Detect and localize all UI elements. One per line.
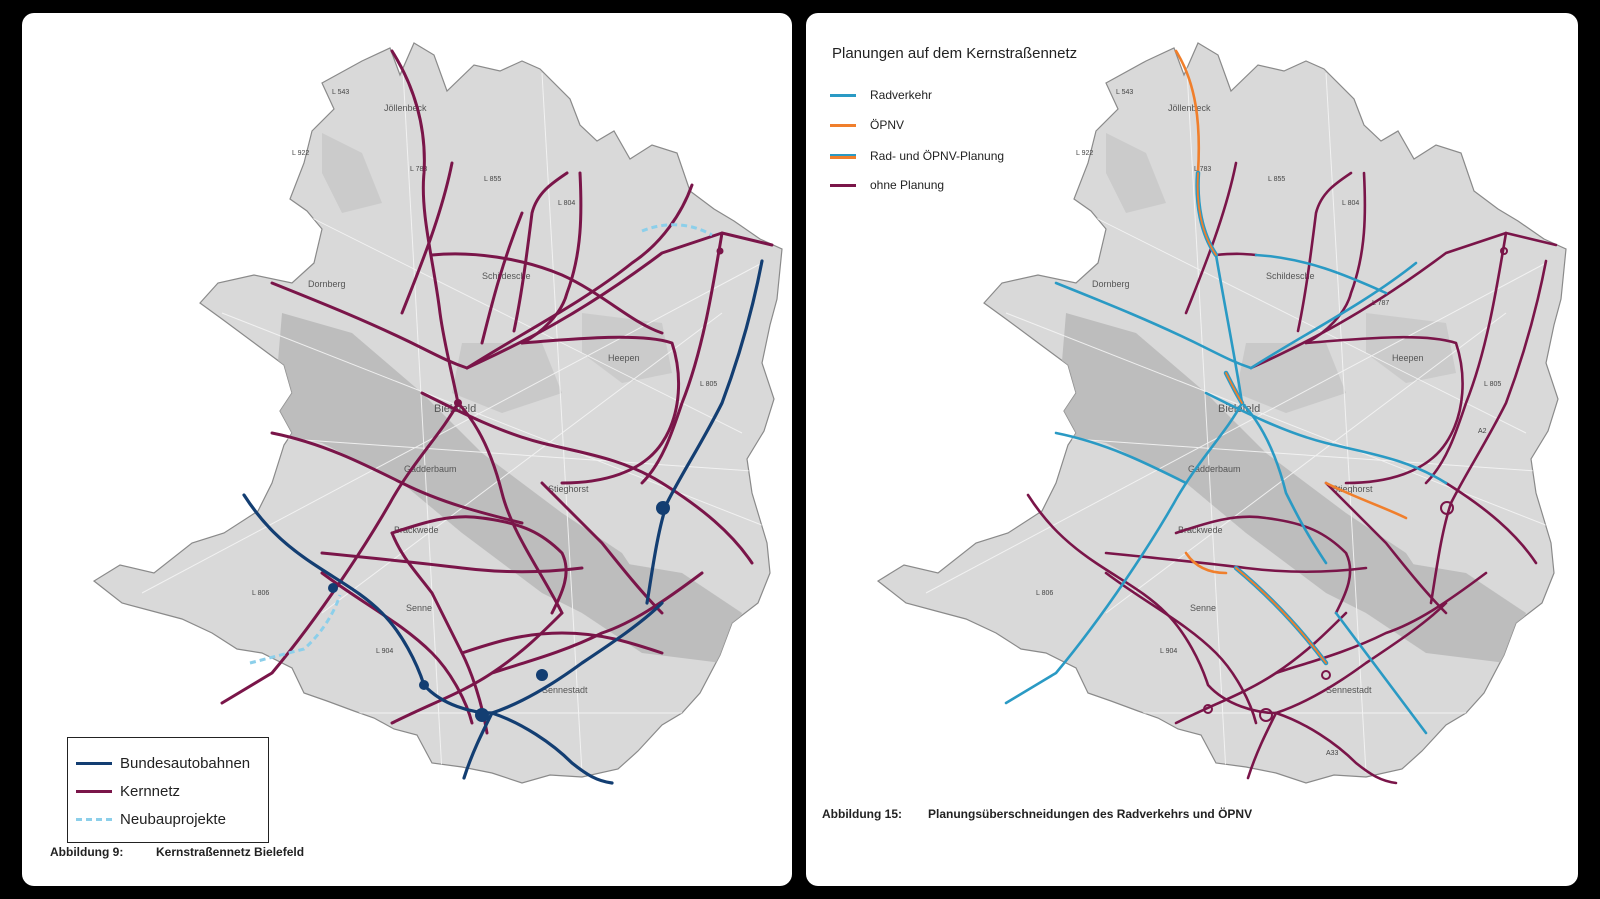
- caption-number: Abbildung 9:: [50, 845, 124, 859]
- caption-text: Kernstraßennetz Bielefeld: [156, 845, 305, 859]
- road-label: L 922: [292, 150, 309, 157]
- oepnv-planning: [1174, 49, 1408, 575]
- autobahn-junctions: [328, 501, 670, 722]
- legend-item-ohne-planung: ohne Planung: [830, 177, 944, 193]
- legend-item-kernnetz: Kernnetz: [76, 780, 180, 802]
- road-label: A33: [1326, 750, 1339, 757]
- rad-oepnv-planning: [1195, 170, 1329, 666]
- legend-item-radverkehr: Radverkehr: [830, 87, 932, 103]
- legend-label: ÖPNV: [870, 118, 905, 132]
- caption-number: Abbildung 15:: [822, 807, 902, 821]
- legend-label: Bundesautobahnen: [120, 754, 251, 772]
- city-boundary: [92, 42, 783, 784]
- road-label: L 805: [700, 381, 717, 388]
- road-label: L 805: [1484, 381, 1501, 388]
- city-boundary: [876, 42, 1567, 784]
- place-label: Brackwede: [1178, 525, 1223, 535]
- kernnetz-ohne-planung: [1026, 161, 1558, 785]
- legend-label: Neubauprojekte: [120, 810, 226, 828]
- road-label: L 922: [1076, 150, 1093, 157]
- legend-label: Kernnetz: [120, 782, 181, 800]
- road-label: L 855: [484, 176, 501, 183]
- place-label: Jöllenbeck: [1168, 103, 1211, 113]
- place-label: Gadderbaum: [1188, 464, 1241, 474]
- map-kernstrassennetz: Jöllenbeck Dornberg Schildesche Heepen B…: [92, 42, 783, 785]
- place-label: Stieghorst: [1332, 484, 1373, 494]
- legend-item-autobahn: Bundesautobahnen: [76, 752, 250, 774]
- road-label: A2: [1478, 428, 1487, 435]
- legend-swatch: [76, 761, 112, 765]
- neubau-projects: [249, 223, 713, 665]
- place-label: Brackwede: [394, 525, 439, 535]
- place-label: Dornberg: [308, 279, 346, 289]
- place-label: Sennestadt: [1326, 685, 1372, 695]
- road-label: L 783: [410, 166, 427, 173]
- place-label: Schildesche: [482, 271, 531, 281]
- place-label: Jöllenbeck: [384, 103, 427, 113]
- figure-panel-right: Jöllenbeck Dornberg Schildesche Heepen B…: [806, 13, 1578, 886]
- place-label: Gadderbaum: [404, 464, 457, 474]
- interchange-markers: [1203, 247, 1508, 722]
- legend-swatch: [830, 153, 856, 159]
- autobahn-roads: [242, 259, 764, 785]
- place-label: Schildesche: [1266, 271, 1315, 281]
- map-legend: Bundesautobahnen Kernnetz Neubauprojekte: [67, 737, 269, 843]
- legend-label: Radverkehr: [870, 88, 933, 102]
- road-label: L 543: [332, 89, 349, 96]
- kernnetz-junctions: [454, 247, 724, 407]
- road-labels: L 543 L 783 L 855 L 804 L 806 L 904 L 80…: [252, 89, 717, 655]
- radverkehr-planning: [1004, 253, 1448, 735]
- legend-label: Rad- und ÖPNV-Planung: [870, 149, 1005, 163]
- figure-caption: Abbildung 15: Planungsüberschneidungen de…: [822, 807, 1252, 821]
- legend-swatch: [830, 123, 856, 127]
- road-label: L 543: [1116, 89, 1133, 96]
- road-label: L 904: [376, 648, 393, 655]
- legend-item-rad-oepnv: Rad- und ÖPNV-Planung: [830, 148, 1004, 164]
- road-label: L 806: [1036, 590, 1053, 597]
- place-label: Sennestadt: [542, 685, 588, 695]
- legend-swatch: [76, 817, 112, 821]
- legend-swatch: [830, 93, 856, 97]
- legend-item-oepnv: ÖPNV: [830, 117, 904, 133]
- road-labels: L 543 L 783 L 855 L 804 L 806 L 904 L 80…: [1036, 89, 1501, 757]
- road-label: L 806: [252, 590, 269, 597]
- road-label: L 787: [1372, 300, 1389, 307]
- figure-panel-left: Jöllenbeck Dornberg Schildesche Heepen B…: [22, 13, 792, 886]
- place-label: Senne: [406, 603, 432, 613]
- legend-swatch: [76, 789, 112, 793]
- legend-label: ohne Planung: [870, 178, 945, 192]
- caption-text: Planungsüberschneidungen des Radverkehrs…: [928, 807, 1253, 821]
- place-label: Senne: [1190, 603, 1216, 613]
- map-planungsueberschneidungen: Jöllenbeck Dornberg Schildesche Heepen B…: [876, 42, 1567, 785]
- road-label: L 904: [1160, 648, 1177, 655]
- place-label: Stieghorst: [548, 484, 589, 494]
- kernnetz-roads: [220, 49, 774, 735]
- place-labels: Jöllenbeck Dornberg Schildesche Heepen B…: [308, 103, 640, 695]
- road-label: L 855: [1268, 176, 1285, 183]
- figure-caption: Abbildung 9: Kernstraßennetz Bielefeld: [50, 845, 304, 859]
- road-label: L 783: [1194, 166, 1211, 173]
- legend-swatch: [830, 183, 856, 187]
- place-label: Heepen: [1392, 353, 1424, 363]
- legend-title: Planungen auf dem Kernstraßennetz: [832, 45, 1078, 62]
- road-label: L 804: [1342, 200, 1359, 207]
- road-label: L 804: [558, 200, 575, 207]
- place-label: Dornberg: [1092, 279, 1130, 289]
- place-label: Heepen: [608, 353, 640, 363]
- legend-item-neubau: Neubauprojekte: [76, 808, 226, 830]
